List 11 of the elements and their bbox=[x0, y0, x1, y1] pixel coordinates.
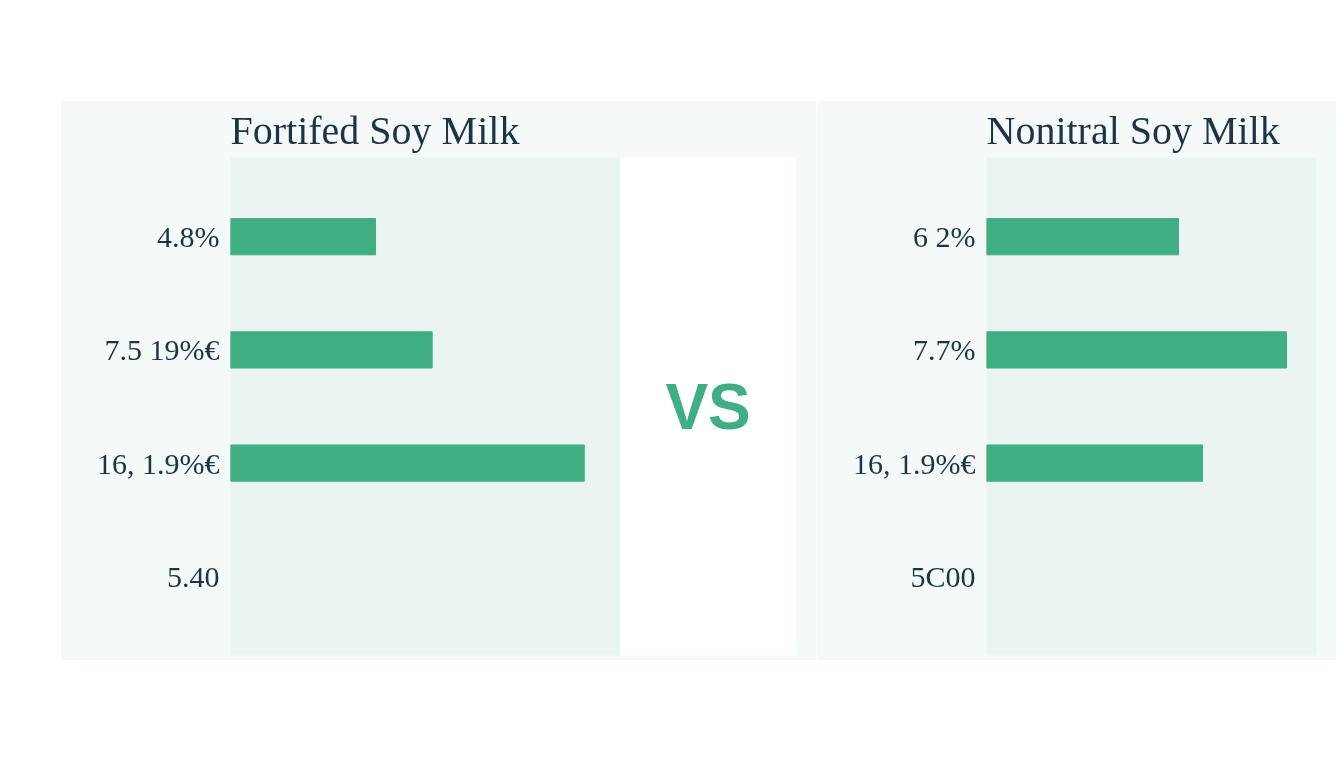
chart-title: Fortifed Soy Milk bbox=[230, 107, 520, 153]
y-tick-label: 5.40 bbox=[167, 559, 220, 593]
y-tick-label: 6 2% bbox=[913, 220, 976, 254]
y-tick-label: 5C00 bbox=[910, 559, 976, 593]
y-tick-label: 7.5 19%€ bbox=[104, 333, 220, 367]
y-tick-label: 16, 1.9%€ bbox=[853, 446, 976, 480]
y-tick-label: 7.7% bbox=[913, 333, 976, 367]
y-tick-label: 16, 1.9%€ bbox=[97, 446, 220, 480]
text: VS bbox=[665, 370, 751, 443]
chart-title: Nonitral Soy Milk bbox=[986, 107, 1280, 153]
y-tick-label: 4.8% bbox=[157, 220, 220, 254]
